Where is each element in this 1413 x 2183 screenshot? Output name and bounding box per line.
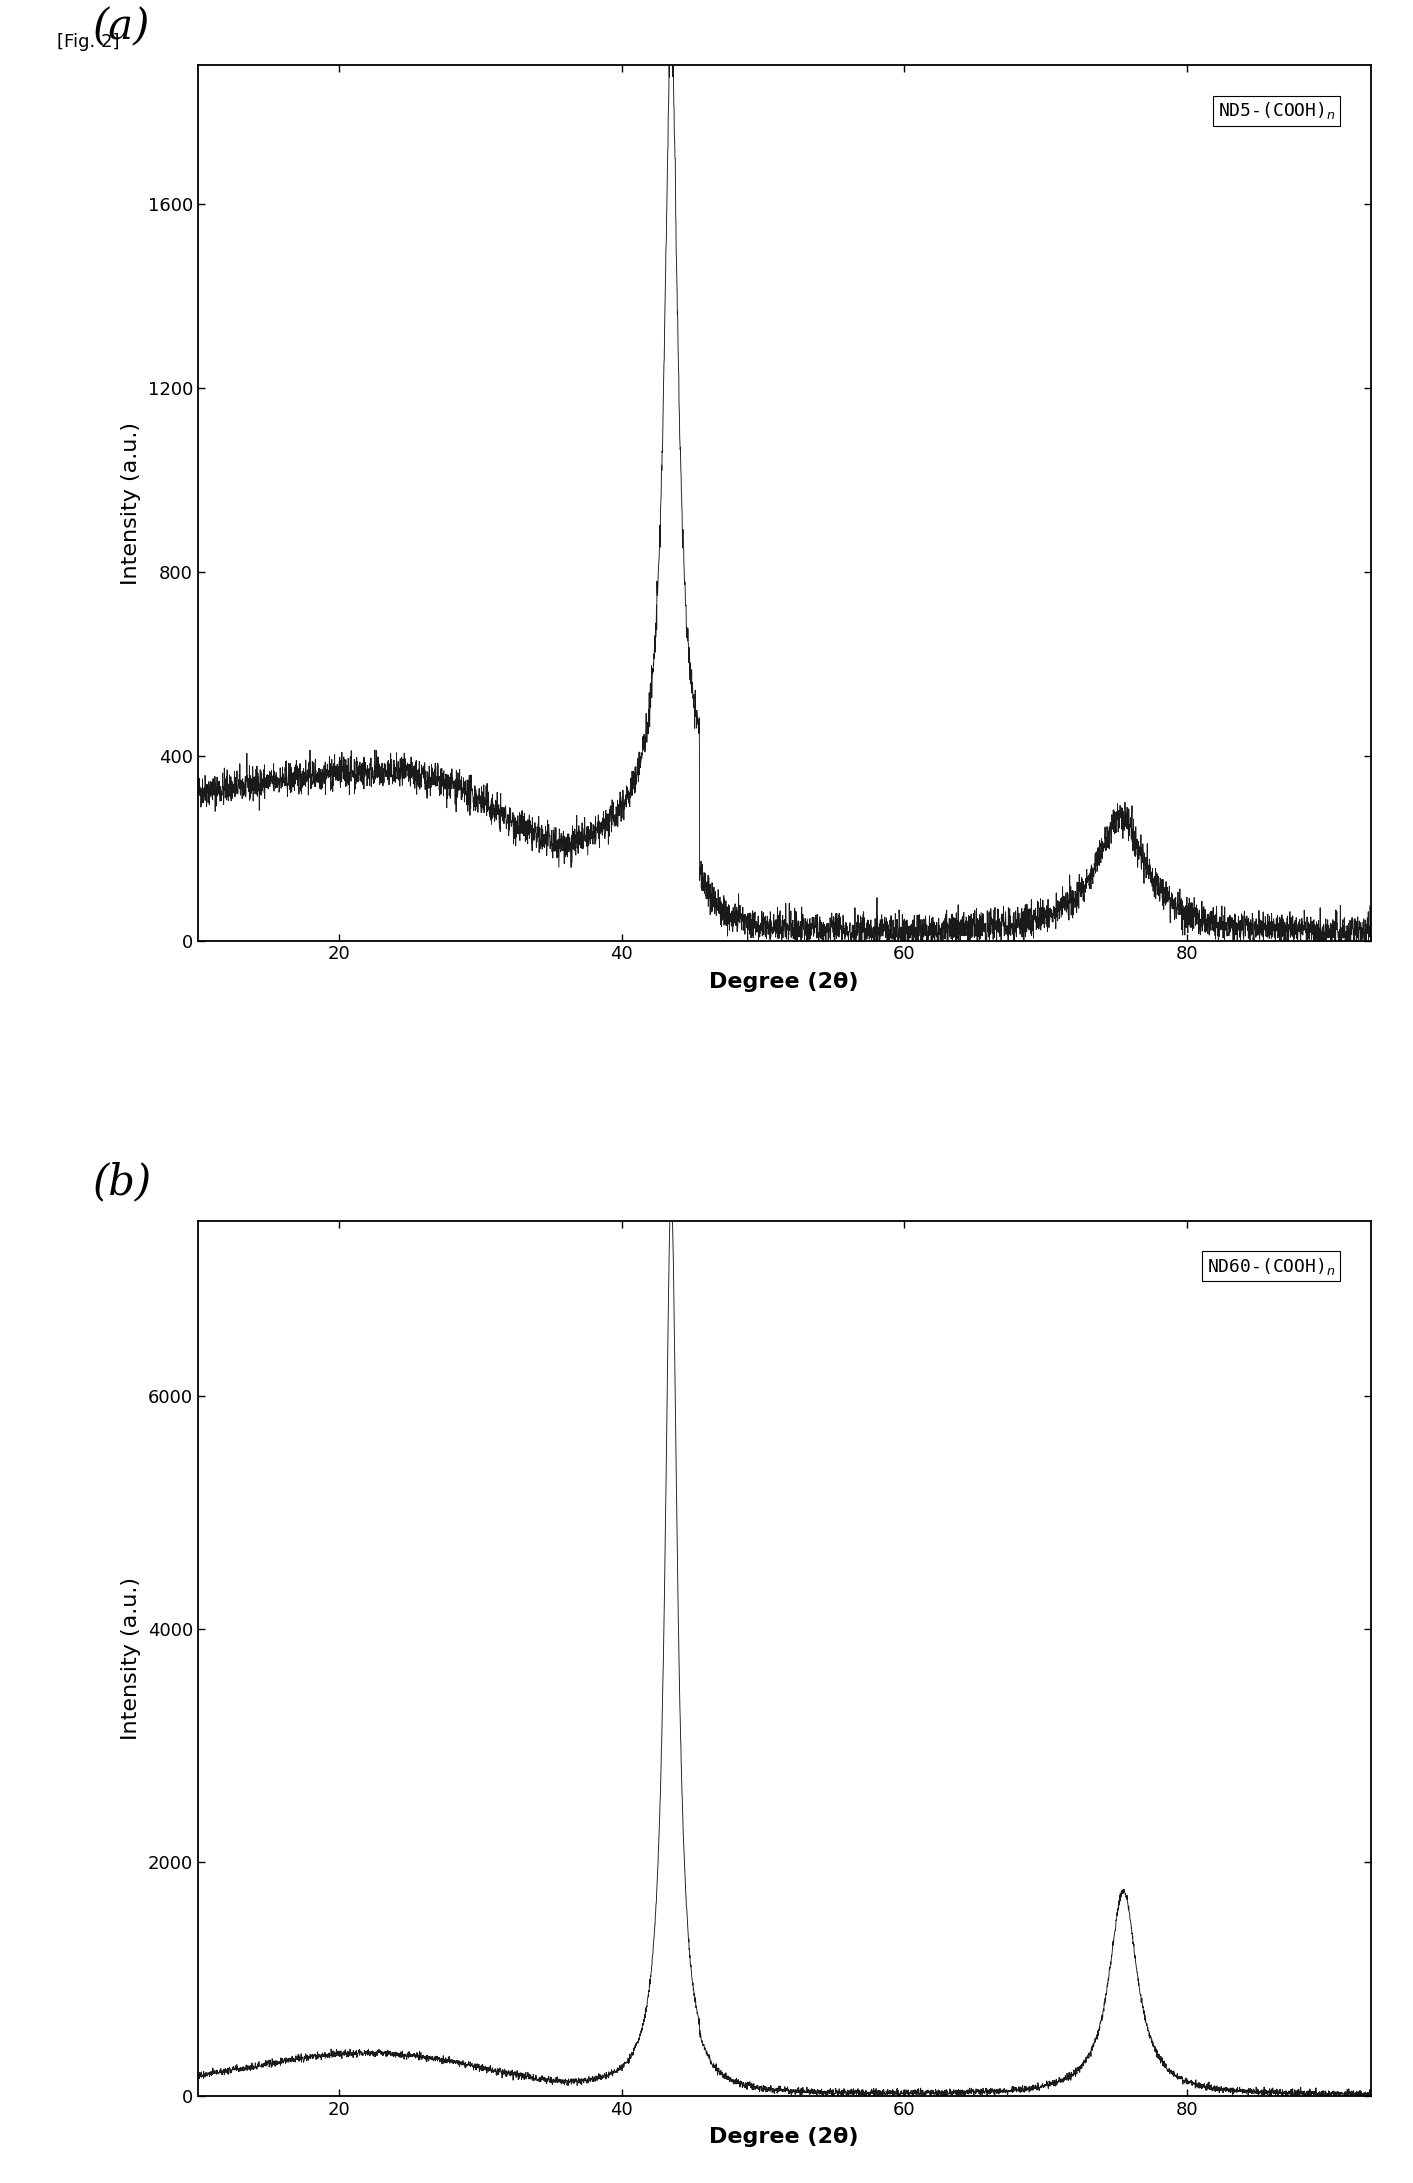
- Y-axis label: Intensity (a.u.): Intensity (a.u.): [120, 1576, 141, 1740]
- Text: ND60-(COOH)$_n$: ND60-(COOH)$_n$: [1207, 1255, 1335, 1277]
- X-axis label: Degree (2θ): Degree (2θ): [709, 2126, 859, 2146]
- Text: [Fig. 2]: [Fig. 2]: [57, 33, 119, 50]
- X-axis label: Degree (2θ): Degree (2θ): [709, 971, 859, 991]
- Text: ND5-(COOH)$_n$: ND5-(COOH)$_n$: [1218, 100, 1335, 122]
- Y-axis label: Intensity (a.u.): Intensity (a.u.): [120, 421, 141, 585]
- Text: (b): (b): [92, 1161, 151, 1203]
- Text: (a): (a): [92, 7, 150, 48]
